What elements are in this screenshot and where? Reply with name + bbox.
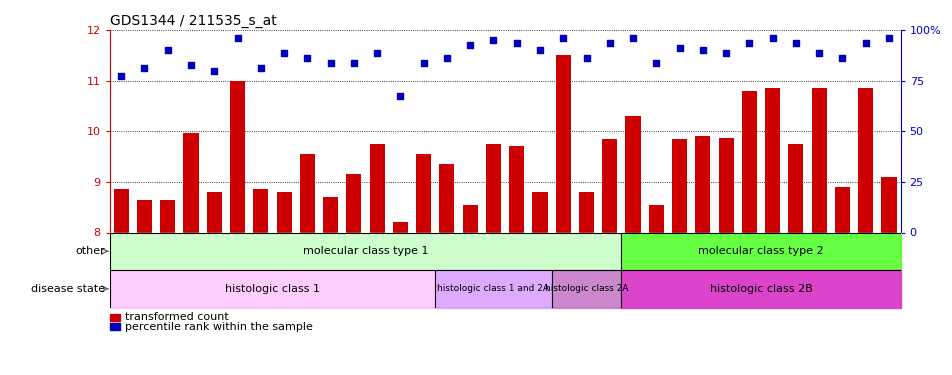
Point [508,40,524,46]
Point [323,60,338,66]
Point [857,40,872,46]
Point [113,73,129,79]
Point [787,40,803,46]
Bar [109,314,120,321]
Bar [276,192,291,232]
Text: histologic class 2B: histologic class 2B [709,284,811,294]
Text: transformed count: transformed count [125,312,228,322]
Point [625,34,640,40]
Point [183,62,198,68]
Bar [834,187,849,232]
Bar [555,56,570,232]
Point [718,50,733,56]
Bar [764,88,780,232]
Point [392,93,407,99]
Bar [160,200,175,232]
Bar [300,154,314,232]
Point [160,47,175,53]
Text: molecular class type 2: molecular class type 2 [698,246,823,256]
Point [811,50,826,56]
Point [486,37,501,43]
Bar [109,323,120,330]
Point [648,60,664,66]
Bar [625,116,640,232]
Point [462,42,477,48]
Bar [648,205,664,232]
Bar [392,222,407,232]
Bar [229,81,245,232]
Text: GDS1344 / 211535_s_at: GDS1344 / 211535_s_at [109,13,276,28]
Bar [109,232,621,270]
Point [671,45,686,51]
Bar [113,189,129,232]
Bar [346,174,361,232]
Point [207,68,222,74]
Point [532,47,547,53]
Point [346,60,361,66]
Text: histologic class 1 and 2A: histologic class 1 and 2A [437,284,549,293]
Bar [857,88,872,232]
Bar [137,200,152,232]
Point [276,50,291,56]
Bar [671,139,686,232]
Bar [486,144,501,232]
Bar [435,270,551,308]
Point [881,34,896,40]
Text: histologic class 1: histologic class 1 [225,284,320,294]
Point [253,65,268,71]
Bar [462,205,477,232]
Bar [741,91,756,232]
Bar [621,270,900,308]
Bar [369,144,385,232]
Bar [602,139,617,232]
Point [229,34,245,40]
Bar [787,144,803,232]
Point [439,55,454,61]
Bar [184,133,198,232]
Bar [109,270,435,308]
Bar [253,189,268,232]
Bar [323,197,338,232]
Bar [508,147,524,232]
Bar [881,177,896,232]
Bar [532,192,547,232]
Bar [579,192,593,232]
Bar [416,154,430,232]
Bar [718,138,733,232]
Bar [207,192,222,232]
Text: percentile rank within the sample: percentile rank within the sample [125,322,312,332]
Bar [551,270,621,308]
Bar [811,88,825,232]
Text: disease state: disease state [30,284,105,294]
Bar [695,136,709,232]
Point [555,34,570,40]
Text: molecular class type 1: molecular class type 1 [303,246,427,256]
Text: histologic class 2A: histologic class 2A [545,284,627,293]
Point [299,55,314,61]
Point [741,40,756,46]
Point [694,47,709,53]
Point [764,34,780,40]
Point [602,40,617,46]
Bar [439,164,454,232]
Point [369,50,385,56]
Point [416,60,431,66]
Text: other: other [75,246,105,256]
Point [137,65,152,71]
Point [834,55,849,61]
Point [578,55,593,61]
Bar [621,232,900,270]
